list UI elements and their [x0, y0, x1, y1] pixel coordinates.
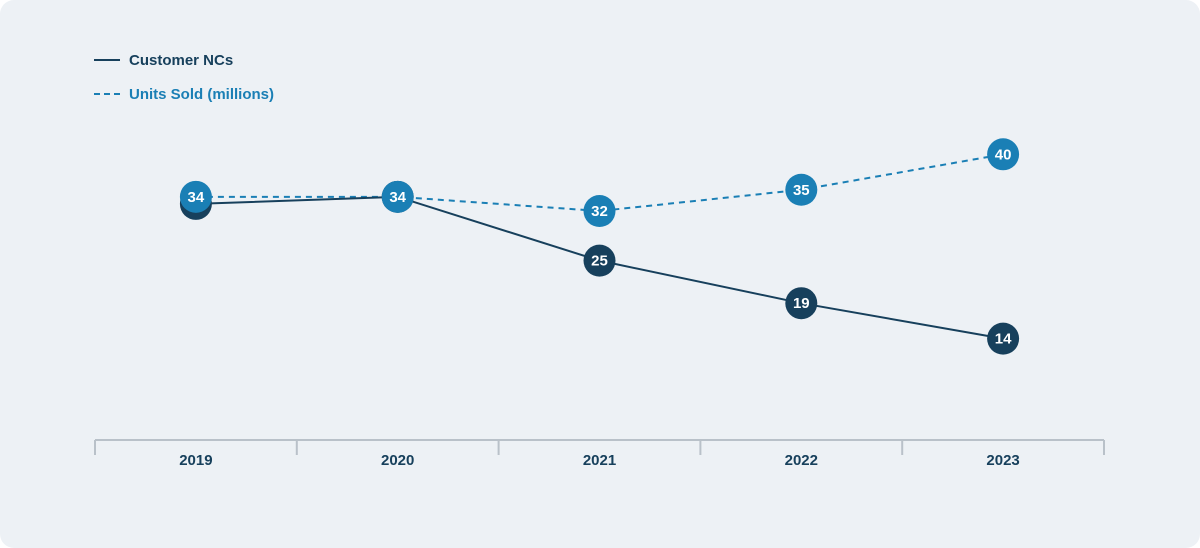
legend-item-units-sold: Units Sold (millions): [94, 82, 274, 106]
x-tick-label-2019: 2019: [179, 452, 212, 469]
x-tick-label-2023: 2023: [986, 452, 1019, 469]
data-point-1-4: [987, 138, 1020, 171]
series-line-1: [195, 153, 1004, 213]
legend-swatch-solid: [94, 59, 120, 61]
legend: Customer NCs Units Sold (millions): [94, 48, 274, 116]
data-point-1-3: [785, 173, 818, 206]
x-tick-label-2022: 2022: [785, 452, 818, 469]
data-label-1-3: 35: [793, 182, 810, 199]
data-label-1-4: 40: [995, 146, 1012, 163]
x-tick-label-2020: 2020: [381, 452, 414, 469]
legend-label-units-sold: Units Sold (millions): [129, 85, 274, 103]
data-point-0-3: [785, 287, 818, 320]
data-label-0-4: 14: [995, 331, 1012, 348]
data-label-0-2: 25: [591, 253, 608, 270]
legend-swatch-dashed: [94, 93, 120, 95]
legend-label-customer-ncs: Customer NCs: [129, 51, 234, 69]
data-point-0-2: [583, 244, 616, 277]
data-label-1-2: 32: [591, 203, 608, 220]
data-point-1-0: [179, 180, 212, 213]
x-tick-label-2021: 2021: [583, 452, 616, 469]
data-label-1-1: 34: [389, 189, 406, 206]
data-point-1-1: [381, 180, 414, 213]
data-point-1-2: [583, 195, 616, 228]
legend-item-customer-ncs: Customer NCs: [94, 48, 274, 72]
data-label-1-0: 34: [188, 189, 205, 206]
data-label-0-3: 19: [793, 295, 810, 312]
data-point-0-4: [987, 322, 1020, 355]
